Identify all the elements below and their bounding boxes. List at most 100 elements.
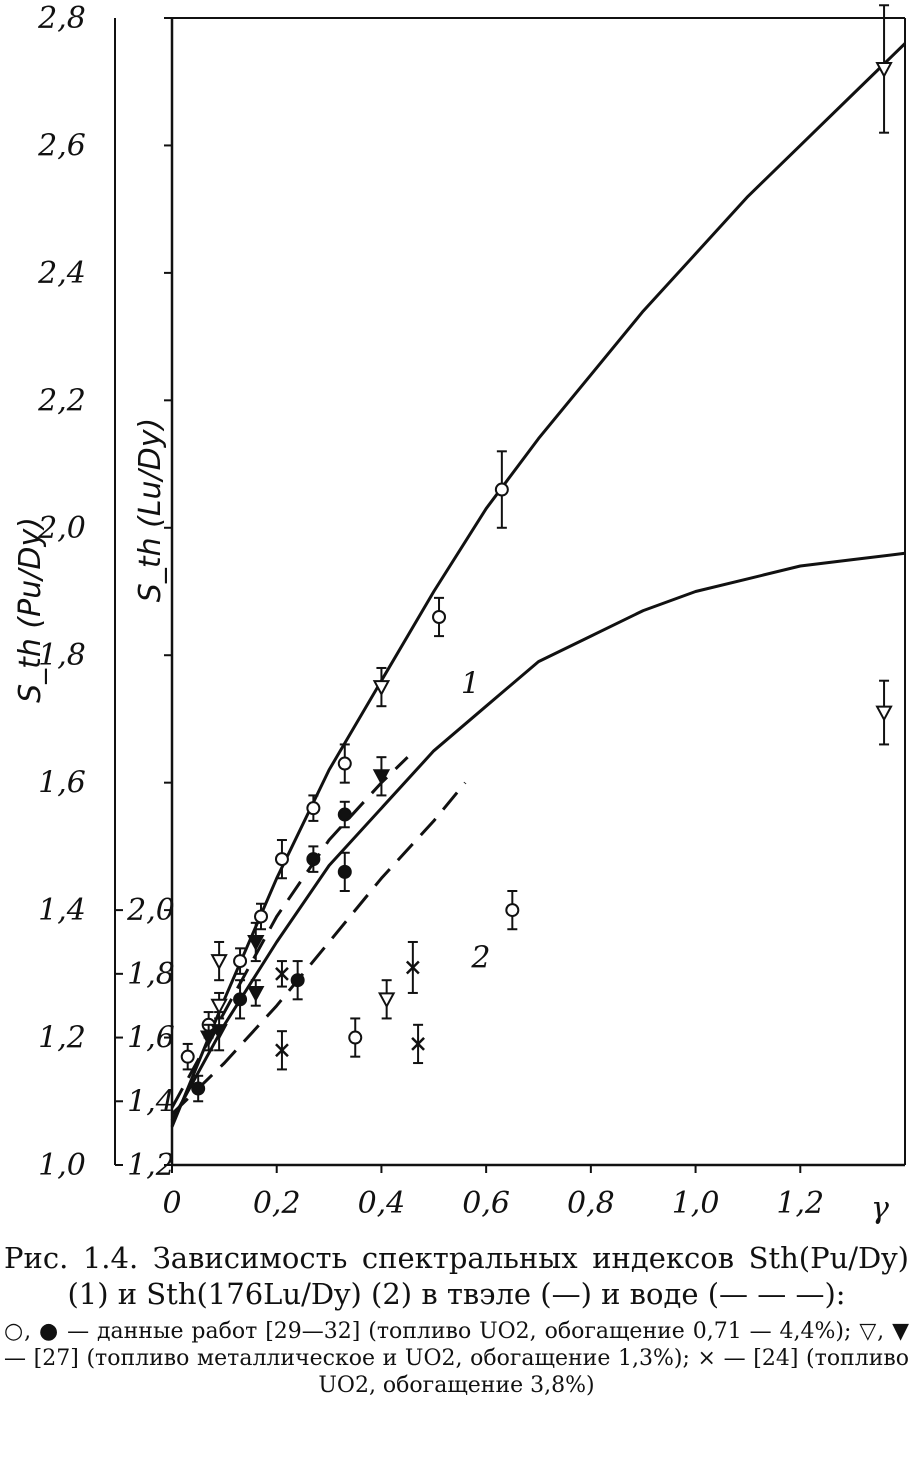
marker-open-triangle: [210, 998, 228, 1015]
x-ticks: 0 0,2 0,4 0,6 0,8 1,0 1,2: [162, 1165, 824, 1221]
marker-filled-triangle: [247, 985, 265, 1003]
marker-cross-b: [405, 960, 420, 975]
data-point-open-circle: [337, 743, 352, 784]
data-point-filled-triangle: [199, 1023, 218, 1052]
marker-filled-triangle: [372, 769, 391, 786]
marker-filled-triangle: [210, 1024, 228, 1041]
y-tick-label-left: 2,6: [37, 128, 86, 163]
curve-2-dashed: [170, 781, 467, 1116]
x-tick-label: 1,2: [776, 1186, 824, 1221]
data-point-filled-triangle: [247, 921, 265, 963]
marker-cross-b: [275, 1043, 289, 1058]
y-tick-label-left: 2,2: [37, 383, 86, 418]
data-point-filled-circle: [337, 851, 352, 892]
x-tick-label: 0: [162, 1186, 181, 1221]
marker-open-triangle: [875, 61, 893, 79]
y-tick-label-inner: 1,2: [127, 1148, 175, 1183]
curve-1-dashed: [170, 756, 409, 1109]
y-tick-label-left: 1,0: [38, 1148, 86, 1183]
data-point-open-circle: [180, 1042, 195, 1071]
y-tick-label-inner: 2,0: [126, 893, 175, 928]
data-point-open-circle: [348, 1017, 363, 1058]
x-tick-label: 0,8: [567, 1186, 615, 1221]
data-point-open-circle: [306, 794, 321, 822]
figure-caption: Рис. 1.4. Зависимость спектральных индек…: [0, 1240, 913, 1399]
y-axis-label-left: S_th (Pu/Dy): [13, 517, 48, 703]
data-point-open-triangle: [210, 940, 228, 982]
data-point-filled-triangle: [210, 1011, 228, 1052]
marker-open-circle: [348, 1030, 363, 1045]
y-tick-label-left: 2,4: [37, 256, 86, 291]
marker-cross-b: [411, 1037, 425, 1051]
data-point-filled-circle: [306, 845, 321, 873]
data-points: [180, 4, 893, 1103]
marker-filled-circle: [306, 852, 321, 867]
axes: [114, 17, 906, 1167]
y-ticks-inner: 1,2 1,4 1,6 1,8 2,0: [115, 893, 175, 1183]
x-tick-label: 0,2: [253, 1186, 301, 1221]
marker-filled-circle: [337, 807, 352, 822]
curve-labels: 12: [461, 666, 491, 975]
caption-main: Рис. 1.4. Зависимость спектральных индек…: [4, 1241, 909, 1311]
data-point-cross: [405, 940, 420, 994]
data-point-cross: [411, 1023, 425, 1065]
data-point-open-circle: [494, 450, 509, 529]
marker-filled-circle: [290, 973, 305, 988]
marker-filled-triangle: [199, 1030, 218, 1047]
marker-cross-b: [275, 966, 289, 981]
x-tick-label: 1,0: [672, 1186, 720, 1221]
data-point-open-circle: [274, 839, 289, 880]
data-point-open-circle: [233, 947, 248, 975]
marker-open-triangle: [875, 705, 893, 722]
data-point-open-triangle: [875, 679, 893, 746]
marker-open-triangle: [372, 680, 391, 697]
marker-filled-triangle: [247, 934, 265, 952]
x-tick-label: 0,6: [462, 1186, 510, 1221]
marker-filled-circle: [191, 1081, 206, 1096]
curve-label: 1: [461, 666, 480, 701]
data-point-filled-circle: [337, 800, 352, 829]
marker-filled-circle: [233, 992, 248, 1007]
marker-open-circle: [274, 852, 289, 867]
x-tick-label: 0,4: [358, 1186, 406, 1221]
y-tick-label-left: 1,2: [38, 1021, 86, 1056]
data-point-cross: [275, 960, 289, 988]
marker-open-circle: [180, 1049, 195, 1064]
data-point-cross: [275, 1030, 289, 1071]
marker-open-circle: [494, 482, 509, 497]
curve-1-solid: [170, 42, 907, 1128]
chart-figure: 1,0 1,2 1,4 1,6 1,8 2,0 2,2 2,4 2,6 2,8 1,2 1,4 1,6…: [13, 1, 907, 1226]
marker-open-circle: [505, 903, 520, 918]
y-tick-label-left: 2,0: [37, 511, 86, 546]
data-point-filled-circle: [233, 979, 248, 1020]
caption-legend: ○, ● — данные работ [29—32] (топливо UO2…: [4, 1319, 909, 1398]
data-point-open-triangle: [372, 666, 391, 708]
y-tick-label-inner: 1,6: [127, 1021, 175, 1056]
data-point-open-circle: [432, 596, 447, 638]
y-tick-label-left: 2,8: [37, 1, 86, 36]
marker-filled-circle: [337, 864, 352, 879]
y-ticks-left: 1,0 1,2 1,4 1,6 1,8 2,0 2,2 2,4 2,6 2,8: [37, 1, 172, 1183]
axis-labels: S_th (Pu/Dy) S_th (Lu/Dy) γ: [13, 418, 889, 1226]
y-tick-label-left: 1,8: [38, 638, 86, 673]
data-point-filled-triangle: [372, 756, 391, 797]
marker-open-triangle: [210, 954, 228, 971]
y-tick-label-inner: 1,4: [127, 1084, 175, 1119]
data-point-filled-triangle: [247, 979, 265, 1007]
y-tick-label-left: 1,6: [38, 766, 86, 801]
marker-open-circle: [306, 801, 321, 816]
data-point-open-circle: [505, 889, 520, 931]
data-point-filled-circle: [290, 960, 305, 1001]
marker-open-circle: [233, 954, 248, 969]
data-point-open-triangle: [377, 979, 396, 1020]
marker-open-circle: [337, 756, 352, 771]
y-axis-label-inner: S_th (Lu/Dy): [133, 418, 168, 602]
marker-open-circle: [432, 609, 447, 624]
data-point-open-circle: [254, 902, 269, 931]
data-point-open-triangle: [875, 4, 893, 134]
marker-open-triangle: [377, 992, 396, 1009]
curves: [170, 42, 907, 1128]
marker-open-circle: [254, 909, 269, 924]
curve-2-solid: [170, 551, 906, 1122]
y-tick-label-inner: 1,8: [127, 957, 175, 992]
